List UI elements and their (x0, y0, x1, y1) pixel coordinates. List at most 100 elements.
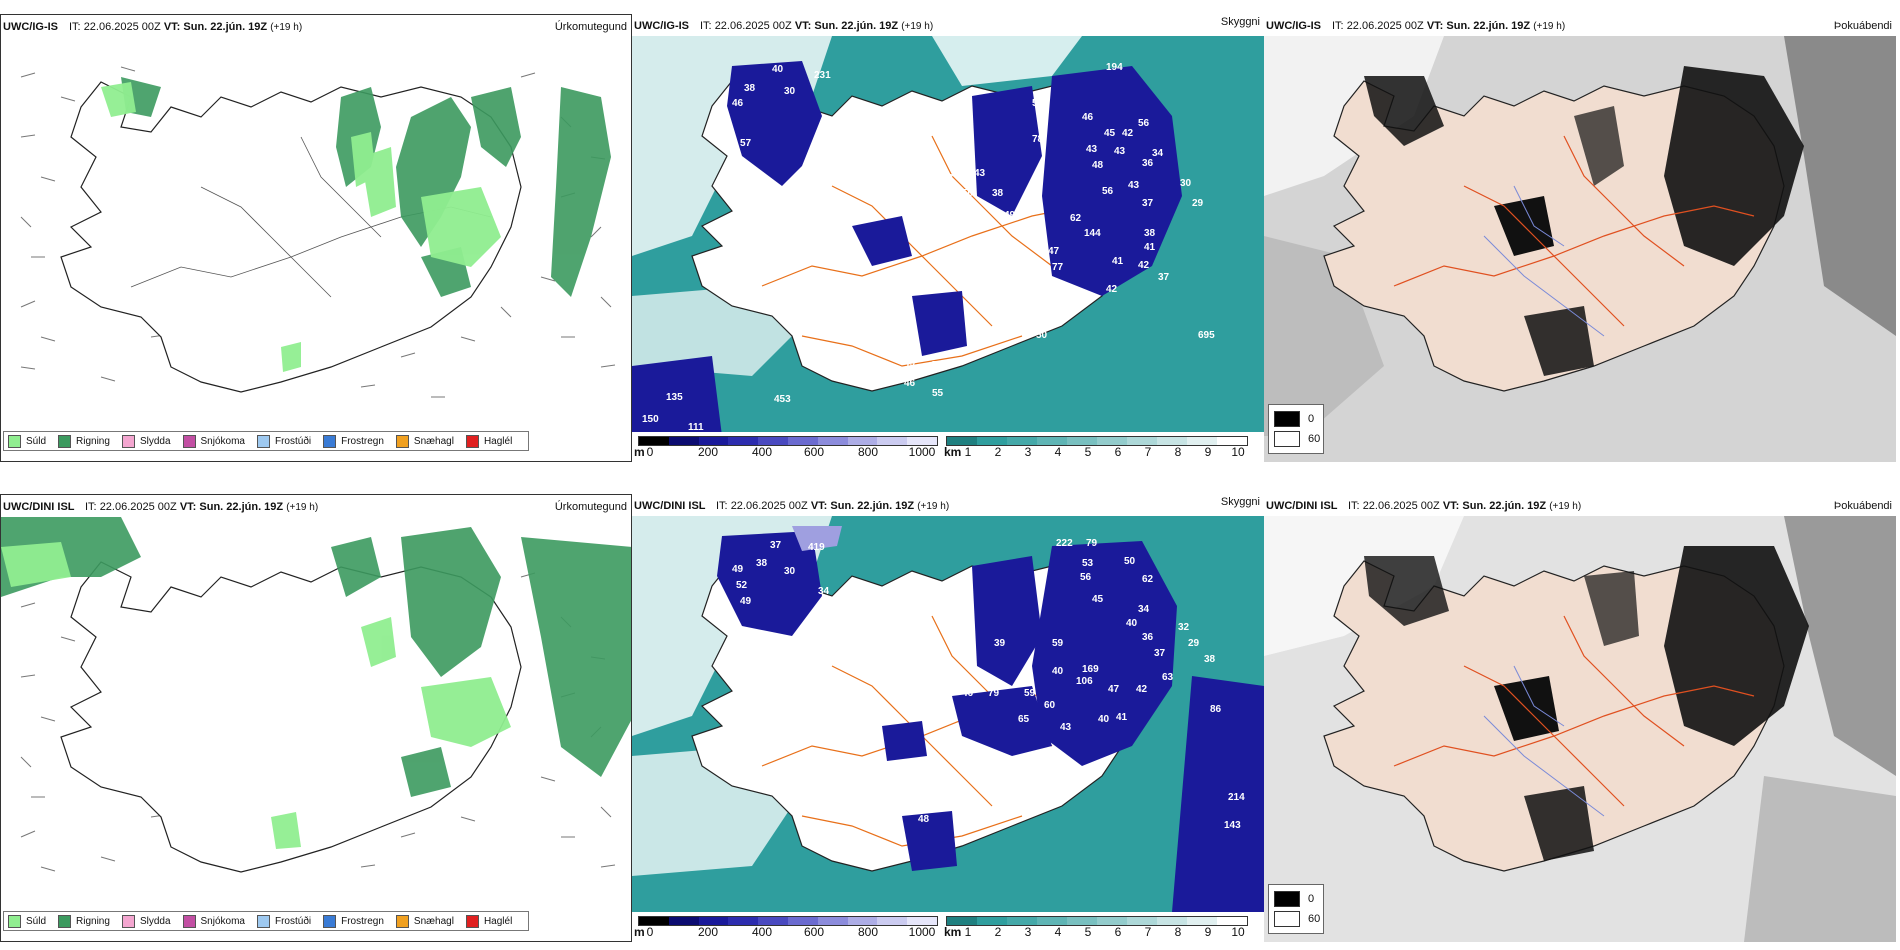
svg-text:54: 54 (904, 788, 916, 799)
svg-text:194: 194 (1106, 62, 1123, 73)
timestamp-line: IT: 22.06.2025 00Z VT: Sun. 22.jún. 19Z … (69, 21, 302, 33)
svg-text:34: 34 (1138, 604, 1150, 615)
fog-index-panel-dini: UWC/DINI ISL IT: 22.06.2025 00Z VT: Sun.… (1264, 494, 1896, 942)
fog-legend: 0 60 (1268, 884, 1324, 934)
svg-text:30: 30 (784, 86, 796, 97)
svg-text:37: 37 (770, 540, 782, 551)
svg-text:150: 150 (642, 414, 659, 425)
svg-text:77: 77 (1052, 262, 1064, 273)
svg-text:43: 43 (876, 714, 888, 725)
svg-text:38: 38 (744, 83, 756, 94)
cloud-base-labels: 40 231 194 38 30 46 57 34 54 78 46 56 45… (642, 62, 1215, 432)
vis-tick: 7 (1144, 445, 1152, 459)
svg-text:56: 56 (934, 284, 946, 295)
model-name: UWC/DINI ISL (634, 500, 706, 512)
svg-text:59: 59 (1024, 688, 1036, 699)
svg-text:61: 61 (930, 792, 942, 803)
svg-text:30: 30 (784, 566, 796, 577)
svg-text:78: 78 (932, 360, 944, 371)
it-label: IT: (69, 21, 81, 33)
legend-item: Snæhagl (395, 914, 454, 928)
fog-legend-max: 60 (1274, 911, 1320, 927)
rain-areas (1, 517, 631, 797)
svg-text:46: 46 (1082, 112, 1094, 123)
ceiling-unit: m (634, 445, 645, 459)
svg-text:38: 38 (756, 558, 768, 569)
model-name: UWC/DINI ISL (3, 501, 75, 513)
vis-tick: 6 (1114, 445, 1122, 459)
variable-name: Úrkomutegund (554, 501, 627, 513)
svg-text:29: 29 (1188, 638, 1200, 649)
ceiling-tick: 200 (697, 925, 719, 939)
precip-type-panel-dini: UWC/DINI ISL IT: 22.06.2025 00Z VT: Sun.… (0, 494, 632, 942)
vis-tick: 2 (994, 925, 1002, 939)
svg-text:57: 57 (740, 138, 752, 149)
svg-text:56: 56 (1080, 572, 1092, 583)
visibility-unit: km (944, 925, 962, 939)
vis-tick: 8 (1174, 445, 1182, 459)
cloud-visibility-panel-dini: UWC/DINI ISL IT: 22.06.2025 00Z VT: Sun.… (632, 494, 1264, 942)
vis-tick: 6 (1114, 925, 1122, 939)
legend-item: Súld (8, 434, 46, 448)
vis-tick: 1 (964, 445, 972, 459)
cloud-colorbar: m 0 200 400 600 800 1000 km 1 2 3 4 5 6 … (632, 914, 1264, 940)
fog-legend-min: 0 (1274, 891, 1314, 907)
svg-text:79: 79 (1086, 538, 1098, 549)
svg-text:169: 169 (1082, 664, 1099, 675)
legend-item: Slydda (121, 914, 171, 928)
svg-text:63: 63 (1162, 672, 1174, 683)
ceiling-unit: m (634, 925, 645, 939)
vt-value: Sun. 22.jún. 19Z (183, 21, 268, 33)
model-name: UWC/IG-IS (634, 20, 689, 32)
vis-tick: 4 (1054, 925, 1062, 939)
precip-map (1, 517, 631, 873)
svg-text:38: 38 (782, 648, 794, 659)
svg-text:38: 38 (1204, 654, 1216, 665)
svg-text:86: 86 (1210, 704, 1222, 715)
svg-text:34: 34 (818, 586, 830, 597)
svg-text:36: 36 (1142, 632, 1154, 643)
cloud-visibility-panel-igis: UWC/IG-IS IT: 22.06.2025 00Z VT: Sun. 22… (632, 14, 1264, 462)
svg-text:55: 55 (932, 388, 944, 399)
timestamp-line: IT: 22.06.2025 00Z VT: Sun. 22.jún. 19Z … (1348, 500, 1582, 512)
svg-text:91: 91 (984, 234, 996, 245)
model-name: UWC/IG-IS (1266, 20, 1321, 32)
svg-text:48: 48 (1092, 160, 1104, 171)
drizzle-areas (1, 542, 511, 849)
precip-legend: Súld Rigning Slydda Snjókoma Frostúði Fr… (3, 911, 530, 931)
svg-text:71: 71 (1036, 278, 1048, 289)
timestamp-line: IT: 22.06.2025 00Z VT: Sun. 22.jún. 19Z … (85, 501, 319, 513)
timestamp-line: IT: 22.06.2025 00Z VT: Sun. 22.jún. 19Z … (1332, 20, 1566, 32)
svg-text:53: 53 (1082, 558, 1094, 569)
svg-text:45: 45 (928, 252, 940, 263)
svg-text:111: 111 (688, 422, 704, 432)
svg-text:50: 50 (1036, 330, 1048, 341)
svg-text:46: 46 (962, 688, 974, 699)
svg-text:144: 144 (1084, 228, 1101, 239)
svg-text:65: 65 (1018, 714, 1030, 725)
svg-text:42: 42 (1106, 284, 1118, 295)
svg-text:42: 42 (1122, 128, 1134, 139)
ceiling-tick: 600 (803, 445, 825, 459)
svg-text:47: 47 (1108, 684, 1120, 695)
precip-map (20, 66, 616, 398)
svg-text:71: 71 (1036, 296, 1048, 307)
cloud-map: 37 419 222 79 49 38 30 50 53 62 56 52 49… (632, 516, 1264, 912)
ceiling-tick: 0 (646, 445, 654, 459)
rivers (1483, 185, 1605, 337)
svg-text:29: 29 (1192, 198, 1204, 209)
svg-text:43: 43 (1060, 722, 1072, 733)
ceiling-tick: 200 (697, 445, 719, 459)
svg-text:42: 42 (1136, 684, 1148, 695)
ceiling-scale (638, 916, 938, 926)
svg-text:231: 231 (814, 70, 831, 81)
svg-text:46: 46 (732, 98, 744, 109)
svg-text:49: 49 (740, 596, 752, 607)
svg-text:48: 48 (918, 814, 930, 825)
panel-header: UWC/DINI ISL IT: 22.06.2025 00Z VT: Sun.… (1264, 494, 1896, 516)
legend-item: Frostregn (323, 914, 384, 928)
vis-tick: 10 (1231, 925, 1245, 939)
panel-header: UWC/IG-IS IT: 22.06.2025 00Z VT: Sun. 22… (632, 14, 1264, 36)
svg-text:47: 47 (1048, 246, 1060, 257)
legend-item: Haglél (465, 434, 512, 448)
